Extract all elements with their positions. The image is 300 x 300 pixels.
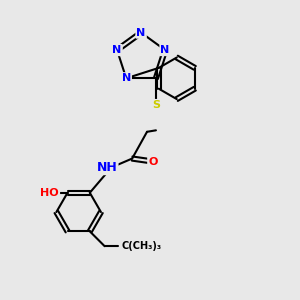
Text: S: S xyxy=(152,100,160,110)
Text: N: N xyxy=(160,45,170,55)
Text: N: N xyxy=(122,73,131,83)
Text: N: N xyxy=(112,45,122,55)
Text: N: N xyxy=(136,28,146,38)
Text: HO: HO xyxy=(40,188,59,198)
Text: O: O xyxy=(148,157,158,166)
Text: NH: NH xyxy=(97,161,117,174)
Text: C(CH₃)₃: C(CH₃)₃ xyxy=(121,241,161,251)
